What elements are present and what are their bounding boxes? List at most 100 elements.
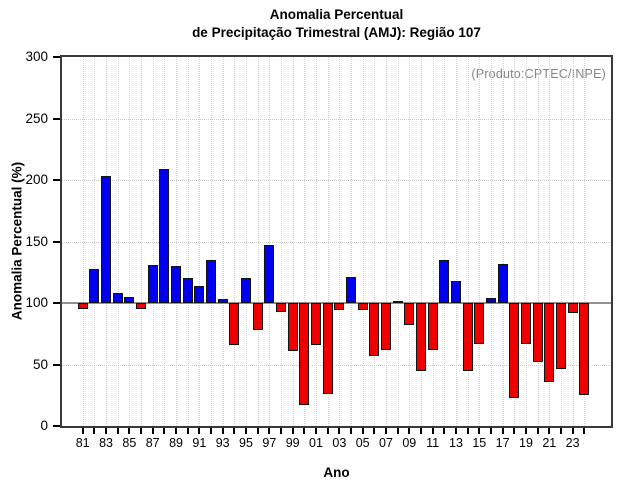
- x-tick-label: 15: [472, 436, 487, 450]
- x-tick-label: 23: [565, 436, 580, 450]
- x-axis-tick: [431, 428, 434, 434]
- x-tick-label: 97: [262, 436, 277, 450]
- x-tick-label: 83: [99, 436, 113, 450]
- x-tick-label: 19: [519, 436, 533, 450]
- bar-2017: [497, 263, 508, 303]
- x-axis-tick: [186, 428, 189, 434]
- x-axis-tick: [489, 428, 492, 434]
- chart-title-line1: Anomalia Percentual: [269, 7, 404, 22]
- y-tick-label: 300: [25, 49, 48, 64]
- y-tick-label: 200: [25, 172, 48, 187]
- y-tick-label: 100: [25, 295, 48, 310]
- bar-2023: [567, 303, 578, 313]
- x-axis-tick: [140, 428, 143, 434]
- x-axis-tick: [501, 428, 504, 434]
- y-axis-tick: [53, 179, 60, 181]
- chart-title-line2: de Precipitação Trimestral (AMJ): Região…: [192, 25, 481, 40]
- x-axis-tick: [116, 428, 119, 434]
- x-axis-title: Ano: [323, 465, 350, 480]
- x-axis-tick: [408, 428, 411, 434]
- x-axis-tick: [256, 428, 259, 434]
- x-axis-tick: [245, 428, 247, 434]
- x-axis-tick: [559, 428, 562, 434]
- x-tick-label: 81: [75, 436, 90, 450]
- bar-2003: [334, 303, 345, 311]
- x-axis-tick: [466, 428, 469, 434]
- bar-2011: [427, 303, 438, 350]
- bar-1996: [252, 303, 263, 331]
- y-tick-label: 0: [40, 418, 48, 433]
- bar-2020: [532, 303, 543, 363]
- x-tick-label: 11: [426, 436, 440, 450]
- y-axis-tick: [53, 425, 60, 427]
- bar-2015: [474, 303, 485, 344]
- x-axis-tick: [571, 428, 574, 434]
- x-axis-tick: [361, 428, 364, 434]
- y-axis-tick: [53, 56, 60, 58]
- bar-2012: [439, 259, 450, 303]
- x-axis-tick: [221, 428, 224, 434]
- x-tick-label: 93: [215, 436, 230, 450]
- x-tick-label: 95: [239, 436, 253, 450]
- x-axis-tick: [105, 428, 108, 434]
- bar-1999: [287, 303, 298, 351]
- x-axis-tick: [443, 428, 446, 434]
- bar-1984: [112, 293, 123, 303]
- x-tick-label: 99: [285, 436, 300, 450]
- bar-1986: [136, 303, 147, 310]
- x-tick-label: 03: [332, 436, 347, 450]
- x-axis-tick: [151, 428, 154, 434]
- bar-2022: [555, 303, 566, 370]
- x-axis-tick: [163, 428, 166, 434]
- x-axis-tick: [233, 428, 236, 434]
- bar-1993: [217, 299, 228, 303]
- y-axis-tick: [53, 302, 60, 304]
- y-tick-label: 150: [25, 233, 48, 249]
- bar-2001: [311, 303, 321, 345]
- x-axis-tick: [384, 428, 387, 434]
- y-axis-tick: [53, 240, 60, 243]
- y-tick-label: 250: [25, 110, 48, 126]
- bar-1981: [77, 303, 88, 310]
- x-axis-tick: [128, 428, 131, 434]
- x-axis-tick: [478, 428, 481, 434]
- x-axis-tick: [338, 428, 341, 434]
- bar-1991: [194, 285, 205, 303]
- bar-2008: [392, 300, 403, 303]
- x-axis-tick: [513, 428, 516, 434]
- bar-2016: [485, 298, 496, 303]
- x-axis-tick: [536, 428, 539, 434]
- x-tick-label: 85: [122, 436, 137, 450]
- bar-1990: [182, 278, 193, 303]
- bar-2000: [299, 303, 310, 406]
- x-axis-tick: [524, 428, 527, 434]
- x-axis-tick: [315, 428, 317, 434]
- x-axis-tick: [326, 428, 329, 434]
- x-axis-tick: [198, 428, 201, 434]
- bar-2018: [509, 303, 520, 398]
- bar-2007: [380, 303, 391, 350]
- bar-2013: [450, 280, 461, 303]
- bar-2006: [369, 303, 380, 356]
- bar-2002: [322, 303, 333, 395]
- bar-2014: [462, 303, 473, 371]
- x-axis-tick: [280, 428, 282, 434]
- h-gridline: [62, 118, 611, 120]
- x-tick-label: 07: [379, 436, 393, 450]
- bar-1997: [264, 245, 275, 303]
- bar-1992: [206, 259, 216, 303]
- bar-1987: [147, 264, 158, 303]
- bar-2010: [415, 303, 426, 371]
- x-tick-label: 01: [309, 436, 323, 450]
- x-tick-label: 05: [355, 436, 370, 450]
- x-tick-label: 09: [402, 436, 417, 450]
- x-axis-tick: [93, 428, 96, 434]
- y-tick-label: 50: [32, 356, 48, 372]
- x-axis-tick: [349, 428, 352, 434]
- x-axis-tick: [454, 428, 457, 434]
- x-axis-tick: [303, 428, 306, 434]
- bar-1982: [89, 268, 100, 303]
- x-axis-tick: [210, 428, 212, 434]
- bar-2009: [404, 303, 415, 326]
